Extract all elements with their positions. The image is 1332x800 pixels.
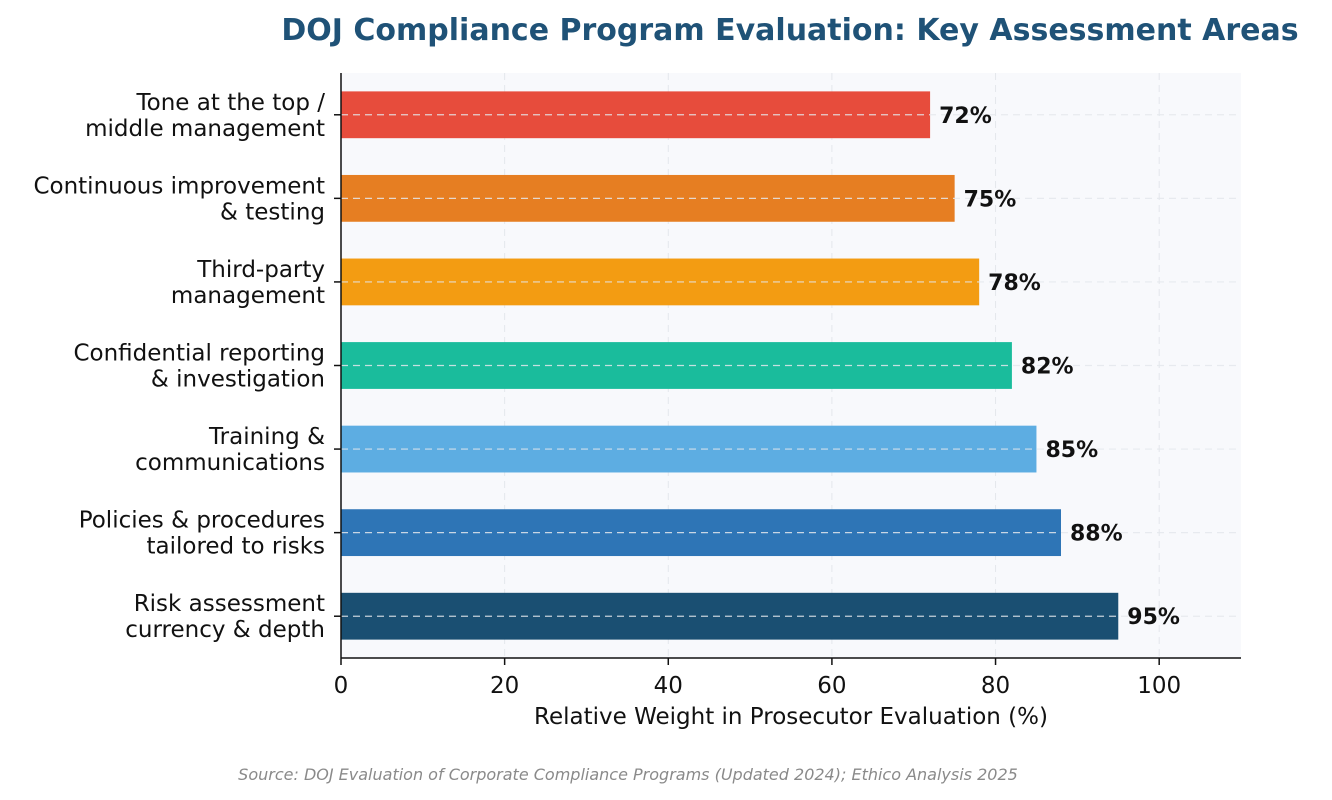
category-labels: Tone at the top / middle management Contin…	[33, 90, 341, 643]
source-note: Source: DOJ Evaluation of Corporate Comp…	[238, 765, 1018, 784]
value-label: 95%	[1127, 605, 1180, 630]
category-label: Continuous improvement & testing	[33, 173, 325, 225]
x-axis-label: Relative Weight in Prosecutor Evaluation…	[534, 704, 1048, 730]
category-label-line: Risk assessment	[134, 591, 325, 617]
x-tick-label: 40	[654, 673, 683, 699]
category-label: Tone at the top / middle management	[85, 90, 325, 142]
x-axis-ticks: 0 20 40 60 80 100	[334, 658, 1181, 699]
category-label: Third-party management	[171, 257, 325, 309]
category-label-line: Tone at the top /	[136, 90, 326, 116]
category-label: Training & communications	[135, 424, 325, 476]
x-tick-label: 0	[334, 673, 349, 699]
category-label-line: Confidential reporting	[73, 341, 325, 367]
value-label: 85%	[1045, 438, 1098, 463]
chart-title: DOJ Compliance Program Evaluation: Key A…	[281, 13, 1298, 48]
value-label: 88%	[1070, 522, 1123, 547]
category-label-line: tailored to risks	[146, 534, 325, 560]
category-label-line: management	[171, 283, 325, 309]
category-label-line: & testing	[220, 199, 325, 225]
value-labels: 72% 75% 78% 82% 85% 88% 95%	[939, 104, 1180, 630]
category-label-line: Continuous improvement	[33, 173, 325, 199]
x-tick-label: 60	[817, 673, 846, 699]
category-label-line: middle management	[85, 116, 325, 142]
x-tick-label: 80	[981, 673, 1010, 699]
category-label: Risk assessment currency & depth	[125, 591, 325, 643]
category-label-line: currency & depth	[125, 617, 325, 643]
category-label-line: Third-party	[196, 257, 325, 283]
value-label: 82%	[1021, 355, 1074, 380]
x-tick-label: 20	[490, 673, 519, 699]
value-label: 75%	[964, 187, 1017, 212]
x-tick-label: 100	[1137, 673, 1181, 699]
category-grid-lines	[341, 114, 1241, 617]
category-label: Confidential reporting & investigation	[73, 341, 325, 393]
value-label: 78%	[988, 271, 1041, 296]
category-label: Policies & procedures tailored to risks	[79, 508, 325, 560]
category-label-line: Policies & procedures	[79, 508, 325, 534]
category-label-line: communications	[135, 450, 325, 476]
category-label-line: Training &	[208, 424, 325, 450]
value-label: 72%	[939, 104, 992, 129]
category-label-line: & investigation	[151, 367, 325, 393]
